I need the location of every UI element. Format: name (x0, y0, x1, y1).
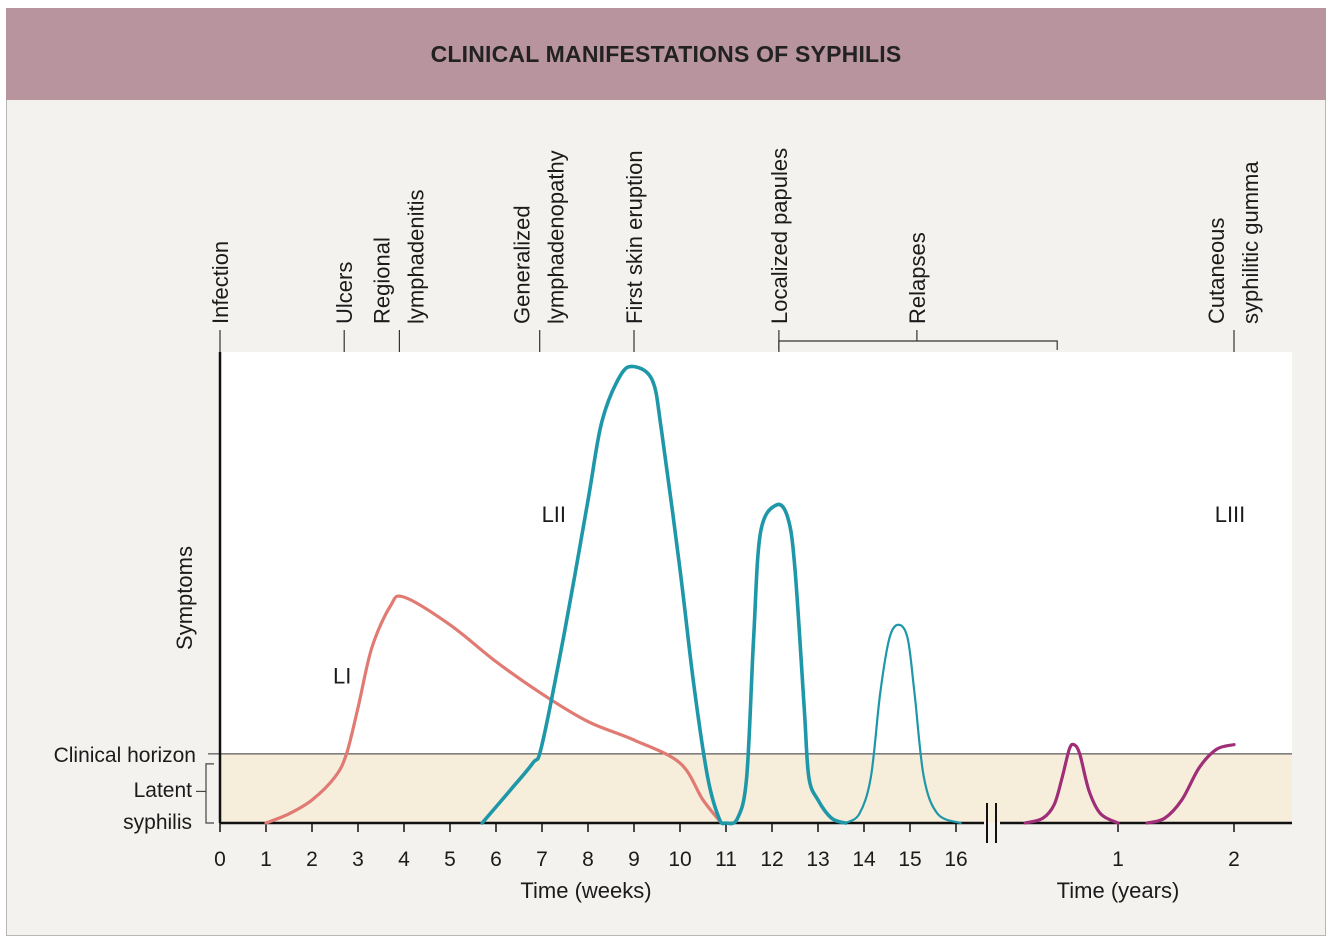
relapses-bracket (778, 340, 1058, 350)
event-label-relapses-1: Relapses (905, 232, 930, 324)
event-label-regional-lymphadenitis-2: lymphadenitis (403, 189, 428, 324)
event-label-infection-1: Infection (208, 241, 233, 324)
series-line-li-primary (264, 594, 723, 825)
x-tick-label-week-4: 4 (398, 848, 410, 871)
latent-label-line-1: Latent (134, 779, 193, 802)
x-tick-label-week-0: 0 (214, 848, 226, 871)
latent-bracket (205, 763, 214, 824)
x-tick-label-week-8: 8 (582, 848, 594, 871)
series-line-lii-secondary (480, 364, 848, 826)
x-tick-label-week-7: 7 (536, 848, 548, 871)
x-axis-label-weeks: Time (weeks) (520, 878, 651, 903)
event-label-ulcers-1: Ulcers (332, 262, 357, 324)
event-label-regional-lymphadenitis-1: Regional (369, 237, 394, 324)
x-tick-label-week-1: 1 (260, 848, 272, 871)
x-tick-label-week-3: 3 (352, 848, 364, 871)
series-line-lii-relapse (844, 623, 962, 825)
x-tick-label-year-2: 2 (1228, 848, 1240, 871)
stage-label-liii: LIII (1215, 502, 1246, 527)
x-tick-label-week-10: 10 (668, 848, 691, 871)
x-tick-label-week-15: 15 (898, 848, 921, 871)
x-tick-label-week-13: 13 (806, 848, 829, 871)
event-label-first-skin-eruption-1: First skin eruption (622, 150, 647, 324)
stage-label-lii: LII (542, 502, 566, 527)
series-line-liii-tertiary-gumma (1145, 743, 1236, 825)
latent-band (220, 753, 1292, 823)
x-tick-label-week-6: 6 (490, 848, 502, 871)
latent-label-line-2: syphilis (123, 811, 192, 834)
x-tick-label-week-12: 12 (760, 848, 783, 871)
x-tick-label-week-9: 9 (628, 848, 640, 871)
clinical-horizon-label: Clinical horizon (54, 744, 196, 767)
event-label-cutaneous-syphilitic-gumma-2: syphilitic gumma (1238, 161, 1263, 324)
title-banner: CLINICAL MANIFESTATIONS OF SYPHILIS (6, 8, 1326, 100)
event-label-localized-papules-1: Localized papules (767, 148, 792, 324)
stage-label-li: LI (333, 663, 351, 688)
chart-title: CLINICAL MANIFESTATIONS OF SYPHILIS (430, 40, 902, 67)
x-tick-label-week-2: 2 (306, 848, 318, 871)
series-line-liii-tertiary-relapse (1023, 742, 1120, 825)
y-axis-label: Symptoms (172, 546, 197, 650)
x-tick-label-week-14: 14 (852, 848, 876, 871)
x-tick-label-week-11: 11 (715, 848, 737, 871)
x-tick-label-year-1: 1 (1112, 848, 1124, 871)
event-label-generalized-lymphadenopathy-1: Generalized (510, 205, 535, 324)
event-label-generalized-lymphadenopathy-2: lymphadenopathy (544, 150, 569, 324)
x-axis-label-years: Time (years) (1057, 878, 1180, 903)
x-tick-label-week-5: 5 (444, 848, 456, 871)
event-label-cutaneous-syphilitic-gumma-1: Cutaneous (1204, 218, 1229, 324)
x-tick-label-week-16: 16 (944, 848, 967, 871)
